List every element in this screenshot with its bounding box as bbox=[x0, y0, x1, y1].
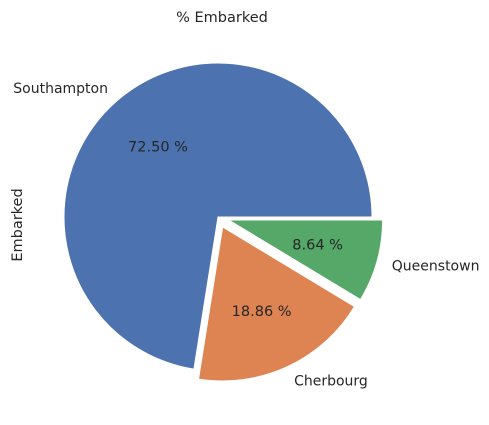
pie-labels: Southampton 72.50 % Cherbourg 18.86 % Queens… bbox=[13, 81, 479, 389]
value-label-cherbourg: 18.86 % bbox=[232, 304, 292, 320]
category-label-southampton: Southampton bbox=[13, 81, 108, 97]
y-axis-label: Embarked bbox=[10, 188, 26, 261]
value-label-queenstown: 8.64 % bbox=[292, 238, 343, 254]
pie-slice-cherbourg bbox=[197, 226, 356, 382]
category-label-cherbourg: Cherbourg bbox=[294, 374, 368, 390]
pie-slice-southampton bbox=[63, 62, 373, 370]
chart-title: % Embarked bbox=[176, 10, 268, 26]
pie-slice-queenstown bbox=[226, 219, 384, 301]
pie-slices bbox=[63, 62, 384, 382]
value-label-southampton: 72.50 % bbox=[128, 140, 188, 156]
category-label-queenstown: Queenstown bbox=[392, 258, 480, 274]
